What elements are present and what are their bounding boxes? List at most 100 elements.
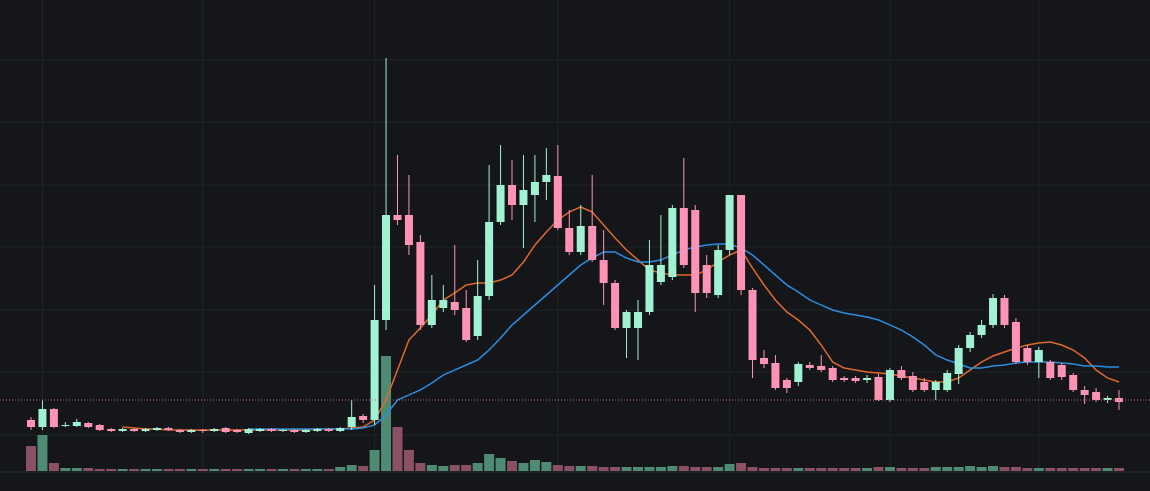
volume-bar [930, 467, 941, 471]
candle-body [118, 429, 127, 431]
candle-body [725, 195, 734, 250]
candle-body [748, 290, 757, 360]
volume-bar [255, 469, 266, 471]
volume-bar [552, 465, 563, 471]
volume-bar [667, 466, 678, 471]
candle-body [164, 428, 173, 430]
candle-body [187, 430, 196, 432]
candle-body [588, 226, 597, 260]
candle-body [908, 376, 917, 390]
volume-bar [529, 460, 540, 471]
candle-body [301, 430, 310, 432]
candle-body [989, 298, 998, 325]
candle-body [519, 190, 528, 205]
candle-body [152, 428, 161, 430]
volume-bar [197, 469, 208, 471]
volume-bar [804, 468, 815, 471]
candle-body [565, 228, 574, 252]
volume-bar [495, 458, 506, 471]
candle-body [370, 320, 379, 420]
candle-body [382, 215, 391, 320]
volume-bar [816, 468, 827, 471]
candle-body [141, 429, 150, 431]
volume-bar [117, 469, 128, 471]
candle-body [84, 423, 93, 427]
volume-bar [690, 467, 701, 471]
volume-bar [358, 466, 369, 471]
volume-bar [71, 468, 82, 471]
volume-bar [999, 467, 1010, 471]
candle-body [576, 226, 585, 252]
candle-body [828, 368, 837, 380]
candle-body [72, 422, 81, 426]
volume-bar [701, 467, 712, 471]
candle-body [633, 312, 642, 328]
volume-bar [300, 469, 311, 471]
volume-bar [942, 467, 953, 471]
volume-bar [713, 467, 724, 471]
candle-body [198, 430, 207, 431]
candle-body [175, 430, 184, 432]
candle-body [1092, 392, 1101, 400]
volume-bar [174, 469, 185, 471]
candle-body [530, 182, 539, 195]
volume-bar [186, 469, 197, 471]
volume-bar [323, 469, 334, 471]
volume-bar [426, 465, 437, 471]
candle-body [95, 425, 104, 430]
candle-body [404, 215, 413, 245]
volume-bar [678, 466, 689, 471]
candle-body [27, 420, 35, 427]
volume-bar [1079, 468, 1090, 471]
candle-body [313, 429, 322, 431]
volume-bar [919, 468, 930, 471]
candle-body [851, 378, 860, 381]
candle-body [840, 378, 849, 380]
candle-body [920, 382, 929, 390]
volume-bar [346, 465, 357, 471]
candle-body [794, 364, 803, 382]
candle-body [863, 378, 872, 380]
volume-bar [381, 356, 392, 471]
volume-bar [598, 467, 609, 471]
volume-bar [575, 466, 586, 471]
candle-body [359, 416, 368, 420]
volume-bar [484, 454, 495, 471]
candle-body [542, 175, 551, 182]
volume-bar [312, 469, 323, 471]
volume-bar [472, 463, 483, 471]
candle-body [416, 242, 425, 325]
volume-bar [873, 467, 884, 471]
candle-body [782, 380, 791, 388]
candle-body [347, 417, 356, 427]
volume-bar [163, 469, 174, 471]
candle-body [485, 222, 494, 296]
volume-bar [129, 469, 140, 471]
volume-bar [48, 463, 59, 471]
volume-bar [94, 469, 105, 471]
candle-body [805, 365, 814, 368]
volume-bar [289, 469, 300, 471]
volume-bar [758, 468, 769, 471]
volume-bar [438, 466, 449, 471]
candle-body [1023, 348, 1032, 362]
volume-bar [140, 469, 151, 471]
volume-bar [976, 467, 987, 471]
moving-average-line [248, 243, 1119, 430]
candle-body [324, 429, 333, 431]
candle-body [737, 195, 746, 290]
candle-body [611, 283, 620, 328]
volume-bar [541, 462, 552, 471]
volume-bar [1033, 468, 1044, 471]
volume-bar [644, 467, 655, 471]
volume-bar [1045, 468, 1056, 471]
volume-bar [747, 467, 758, 471]
volume-bar [621, 467, 632, 471]
volume-bar [965, 466, 976, 471]
candle-body [1103, 398, 1112, 400]
candle-body [966, 335, 975, 348]
candle-body [233, 430, 242, 432]
volume-bar [610, 467, 621, 471]
candle-body [1069, 375, 1078, 390]
volume-bar [266, 469, 277, 471]
